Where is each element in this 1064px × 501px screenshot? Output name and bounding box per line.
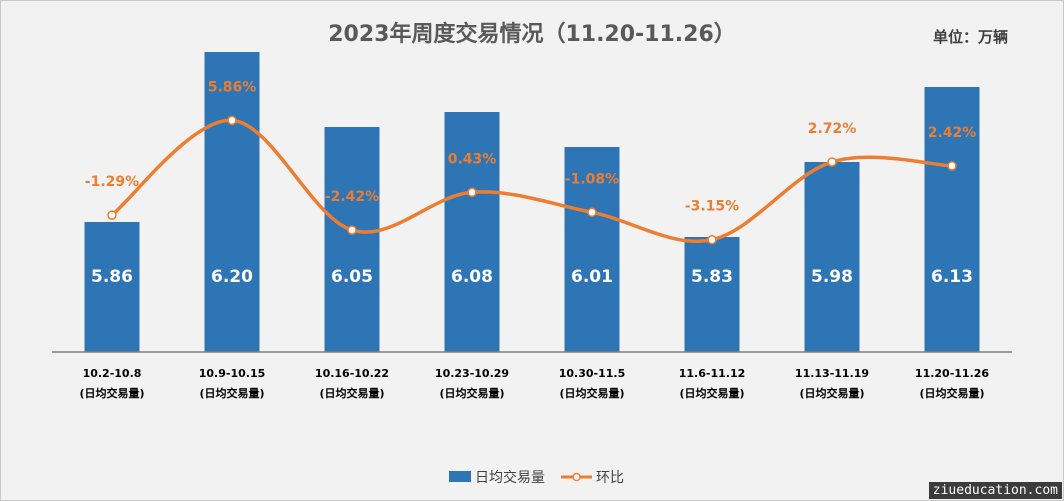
- chart-title: 2023年周度交易情况（11.20-11.26）: [328, 22, 736, 47]
- mom-change-label: -3.15%: [685, 199, 739, 215]
- bar: [804, 162, 860, 352]
- mom-point: [227, 115, 237, 126]
- category-label: 10.9-10.15: [199, 367, 266, 380]
- category-label: 10.2-10.8: [83, 367, 142, 380]
- bar: [444, 112, 500, 352]
- category-label: 11.20-11.26: [915, 367, 989, 380]
- mom-point: [347, 225, 357, 235]
- category-sublabel: (日均交易量): [439, 386, 504, 400]
- mom-change-label: -1.08%: [565, 171, 619, 187]
- legend-bar-label: 日均交易量: [475, 469, 545, 486]
- x-axis-category-labels: 10.2-10.8 (日均交易量) 10.9-10.15 (日均交易量) 10.16-1…: [79, 367, 989, 400]
- bar-value-label: 5.83: [691, 267, 733, 287]
- mom-point: [947, 161, 957, 171]
- legend-bar-swatch: [449, 471, 471, 482]
- mom-change-label: 2.72%: [808, 121, 857, 137]
- bar-value-labels: 5.86 6.20 6.05 6.08 6.01 5.83 5.98 6.13: [91, 267, 973, 287]
- bar: [204, 52, 260, 352]
- bar-value-label: 6.13: [931, 267, 973, 287]
- bar-value-label: 5.86: [91, 267, 133, 287]
- legend-line-label: 环比: [596, 470, 624, 486]
- mom-change-line: [110, 118, 953, 243]
- mom-point: [467, 187, 477, 198]
- category-sublabel: (日均交易量): [79, 386, 144, 400]
- bar-value-label: 6.20: [211, 267, 253, 287]
- mom-change-label: -2.42%: [325, 189, 379, 205]
- bar-value-label: 6.05: [331, 267, 373, 287]
- category-label: 10.30-11.5: [559, 367, 626, 380]
- watermark: ziueducation.com: [928, 482, 1062, 499]
- category-label: 10.16-10.22: [315, 367, 389, 380]
- bar: [564, 147, 620, 352]
- mom-change-label: 2.42%: [928, 125, 977, 141]
- bar: [924, 87, 980, 352]
- bar: [684, 237, 740, 352]
- mom-change-labels: -1.29% 5.86% -2.42% 0.43% -1.08% -3.15% 2.72% 2…: [85, 79, 976, 214]
- unit-label: 单位：万辆: [932, 28, 1008, 46]
- bar-series: [84, 52, 980, 352]
- legend-line-marker: [572, 472, 581, 482]
- mom-point: [107, 210, 117, 220]
- category-sublabel: (日均交易量): [199, 386, 264, 400]
- category-sublabel: (日均交易量): [679, 386, 744, 400]
- category-sublabel: (日均交易量): [559, 386, 624, 400]
- mom-point: [827, 157, 837, 167]
- mom-change-label: -1.29%: [85, 174, 139, 190]
- mom-change-label: 5.86%: [208, 79, 257, 95]
- category-sublabel: (日均交易量): [799, 386, 864, 400]
- category-label: 11.6-11.12: [679, 367, 746, 380]
- category-sublabel: (日均交易量): [319, 386, 384, 400]
- category-sublabel: (日均交易量): [919, 386, 984, 400]
- mom-point: [707, 234, 717, 245]
- mom-change-markers: [107, 115, 957, 245]
- bar-value-label: 6.08: [451, 267, 493, 287]
- mom-change-label: 0.43%: [448, 151, 497, 167]
- category-label: 11.13-11.19: [795, 367, 869, 380]
- bar-value-label: 5.98: [811, 267, 853, 287]
- bar: [324, 127, 380, 352]
- legend: 日均交易量 环比: [449, 469, 624, 486]
- bar: [84, 222, 140, 352]
- bar-value-label: 6.01: [571, 267, 613, 287]
- mom-point: [587, 207, 597, 218]
- category-label: 10.23-10.29: [435, 367, 509, 380]
